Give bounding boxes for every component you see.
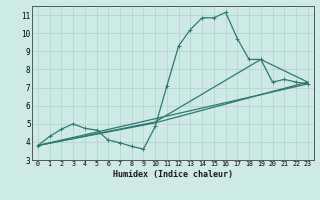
X-axis label: Humidex (Indice chaleur): Humidex (Indice chaleur) [113,170,233,179]
